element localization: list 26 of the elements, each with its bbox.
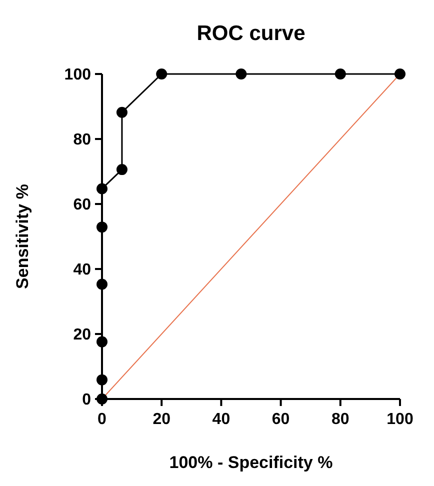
point (96, 336, 108, 348)
y-tick-label: 100 (64, 66, 92, 84)
point (96, 222, 108, 233)
y-tick-label: 40 (73, 262, 92, 279)
point (236, 68, 247, 80)
y-tick-label: 0 (82, 392, 92, 409)
point (116, 164, 128, 176)
x-tick-label: 40 (212, 411, 230, 428)
x-tick-label: 0 (98, 411, 107, 428)
chart-title: ROC curve (196, 22, 306, 45)
x-tick-label: 20 (152, 411, 171, 428)
x-axis-title: 100% - Specificity % (169, 453, 333, 472)
point (116, 106, 128, 118)
x-tick-label: 60 (272, 411, 290, 428)
x-tick-label: 100 (386, 411, 414, 428)
y-tick-label: 20 (73, 326, 92, 344)
point (96, 278, 108, 290)
point (394, 68, 406, 80)
x-tick-label: 80 (332, 411, 350, 428)
y-tick-label: 60 (73, 196, 92, 214)
point (334, 68, 346, 80)
point (96, 183, 108, 194)
point (156, 68, 168, 80)
point (96, 374, 108, 386)
y-tick-label: 80 (73, 132, 92, 149)
y-axis-title: Sensitivity % (13, 184, 32, 289)
